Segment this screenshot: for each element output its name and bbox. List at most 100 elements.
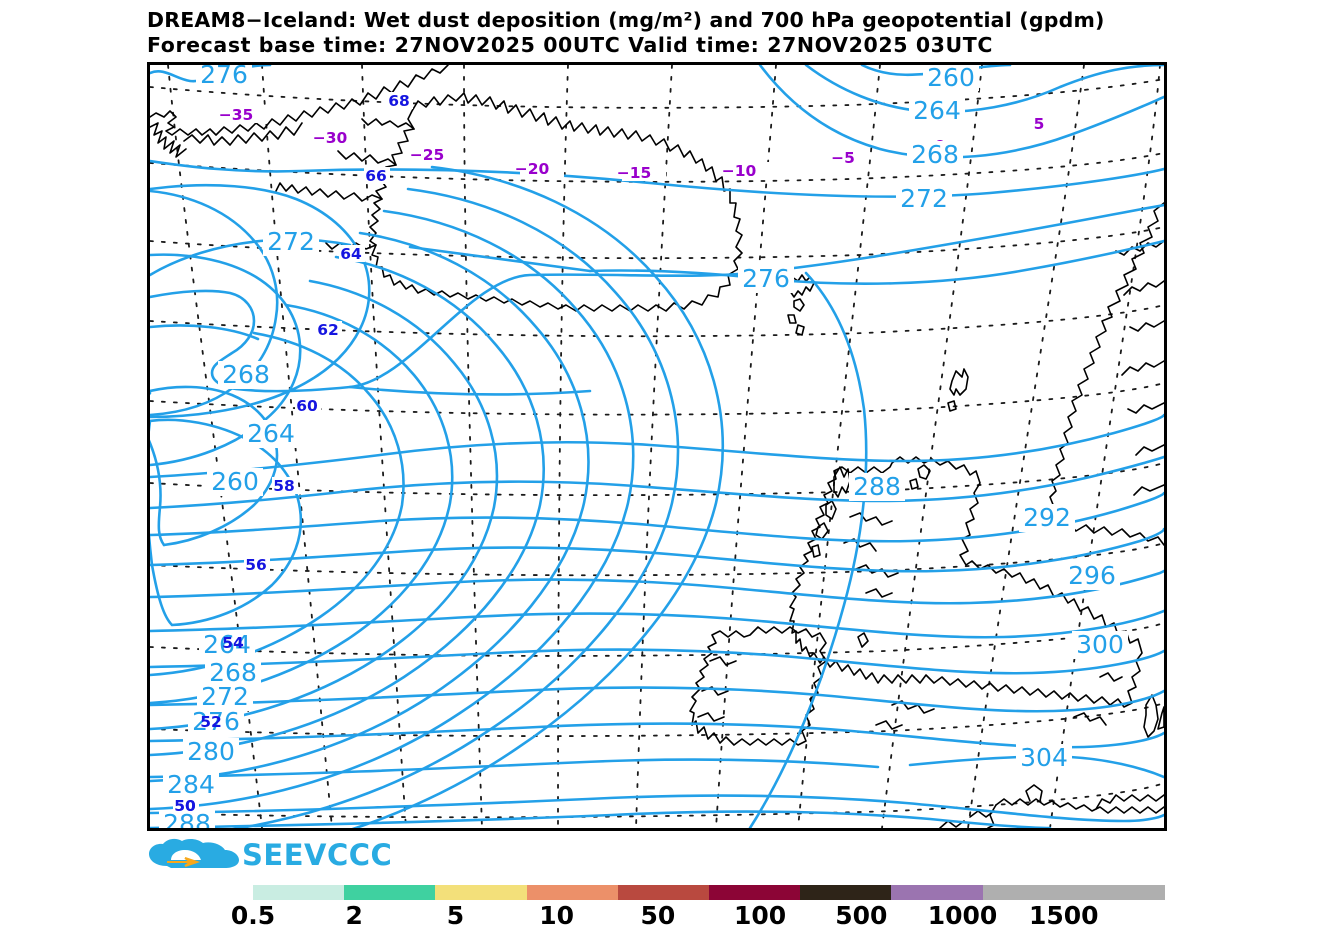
contour-276-center [588,239,1164,285]
faroe-islands-coastline [787,274,815,336]
contour-280-upperright [150,413,1164,479]
svg-text:276: 276 [192,707,240,736]
contour-272-arm [150,255,545,757]
svg-text:54: 54 [222,634,244,652]
colorbar-segment [708,885,801,900]
colorbar-segment [344,885,436,900]
contour-292-gb [150,455,1164,510]
svg-text:260: 260 [927,65,975,92]
svg-text:264: 264 [913,96,961,125]
colorbar-tick-label: 5 [446,901,465,930]
svg-text:50: 50 [174,797,196,815]
svg-text:66: 66 [365,167,387,185]
shetland-coastline [949,368,969,396]
colorbar-tick-label: 0.5 [230,901,276,930]
contour-300-line [150,609,1164,639]
contour-300-low [150,722,1164,749]
cloud-icon [149,838,239,868]
great-britain-coastline [789,456,1143,708]
contour-308 [150,794,1164,823]
svg-text:280: 280 [187,737,235,766]
svg-text:264: 264 [203,630,251,659]
svg-text:−15: −15 [617,164,652,182]
svg-text:276: 276 [200,65,248,89]
logo-text: SEEVCCC [242,838,393,872]
colorbar-segment [435,885,527,900]
svg-text:272: 272 [201,682,249,711]
svg-text:−5: −5 [831,149,855,167]
contour-260-arm [150,331,405,677]
orkney-coastline [917,464,931,480]
svg-text:260: 260 [211,467,259,496]
contour-304-lower [150,758,880,779]
contour-276-arm [150,231,590,783]
svg-text:5: 5 [1034,115,1045,133]
colorbar-tick-label: 1000 [927,901,998,930]
colorbar-segment [253,885,345,900]
svg-text:276: 276 [742,264,790,293]
colorbar-tick-label: 2 [345,901,363,930]
deposition-colorbar: 0.5 2 5 10 50 100 500 1000 1500 [231,885,1165,930]
france-coastline [995,798,1164,814]
svg-text:−30: −30 [313,129,348,147]
contour-288-gb [748,271,868,828]
contour-272-west [150,238,352,277]
svg-text:−10: −10 [722,162,757,180]
ireland-coastline [689,626,827,746]
svg-text:68: 68 [388,92,410,110]
svg-text:56: 56 [245,556,267,574]
contour-label-layer: 276 260 264 268 272 272 276 268 264 260 … [159,65,1128,828]
colorbar-segment [800,885,892,900]
contour-276-ne [348,385,592,396]
colorbar-segment [1073,885,1165,900]
svg-text:284: 284 [167,770,215,799]
contour-304-line [150,648,1164,675]
colorbar-labels: 0.5 2 5 10 50 100 500 1000 1500 [231,900,1165,930]
map-panel: −35 −30 −25 −20 −15 −10 −5 0 5 68 66 64 … [147,62,1167,831]
colorbar-segment [526,885,618,900]
seevccc-logo: SEEVCCC [147,836,392,876]
contour-284-arm [231,187,680,828]
norway-coastline [1047,202,1164,524]
iceland-coastline [275,92,743,312]
svg-text:52: 52 [200,713,222,731]
svg-text:60: 60 [296,397,318,415]
colorbar-tick-label: 1500 [1028,901,1099,930]
isle-of-man-coastline [857,632,869,648]
svg-text:62: 62 [317,321,339,339]
contour-296-line [150,569,1164,605]
colorbar-segment [617,885,709,900]
svg-text:58: 58 [273,477,295,495]
contour-312 [150,810,1052,828]
svg-text:288: 288 [853,472,901,501]
colorbar-segment [891,885,983,900]
contour-288-gb2 [150,491,1164,543]
svg-text:292: 292 [1023,503,1071,532]
svg-text:288: 288 [163,809,211,828]
map-canvas: −35 −30 −25 −20 −15 −10 −5 0 5 68 66 64 … [150,65,1164,828]
svg-text:−20: −20 [515,160,550,178]
geopotential-contour-layer [150,65,1164,828]
svg-text:300: 300 [1076,630,1124,659]
contour-264-north [804,65,1164,114]
contour-260-low [150,385,279,547]
overlay-latitude-labels: 54 52 50 [174,634,244,815]
svg-text:−25: −25 [410,146,445,164]
forecast-time-subtitle: Forecast base time: 27NOV2025 00UTC Vali… [147,33,994,57]
svg-text:272: 272 [267,227,315,256]
outer-hebrides-coastline [833,466,851,498]
contour-268-low-outer [150,189,279,417]
svg-text:268: 268 [222,360,270,389]
svg-text:268: 268 [911,140,959,169]
colorbar-tick-label: 50 [640,901,676,930]
colorbar-tick-label: 100 [733,901,787,930]
contour-292-line [150,527,1164,573]
denmark-coastline [1143,694,1159,738]
colorbar-tick-label: 10 [539,901,575,930]
svg-text:268: 268 [209,658,257,687]
svg-text:−35: −35 [219,106,254,124]
contour-272-north [150,159,1164,198]
colorbar-segment [982,885,1074,900]
svg-text:272: 272 [900,184,948,213]
chart-title-block: DREAM8−Iceland: Wet dust deposition (mg/… [147,8,1322,58]
